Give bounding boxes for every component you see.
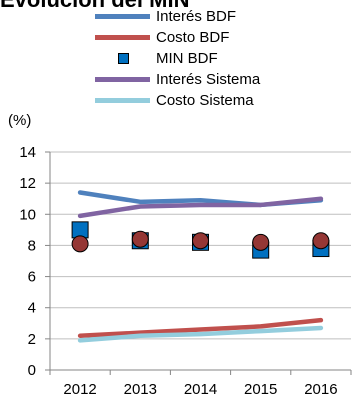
y-tick-label: 6 xyxy=(28,269,36,286)
y-tick-label: 2 xyxy=(28,331,36,348)
y-tick-label: 0 xyxy=(28,362,36,379)
legend-swatch-square xyxy=(118,53,129,64)
y-tick-label: 4 xyxy=(28,300,36,317)
data-point-circle xyxy=(131,230,149,248)
series-line-3 xyxy=(77,196,324,219)
series-line-1 xyxy=(77,317,324,338)
y-axis-unit-label: (%) xyxy=(8,112,32,129)
legend-swatch-line xyxy=(95,77,150,82)
x-tick-label: 2013 xyxy=(124,381,157,398)
x-tick-label: 2012 xyxy=(63,381,96,398)
legend-swatch-line xyxy=(95,35,150,40)
data-point-circle xyxy=(192,232,209,250)
data-point-circle xyxy=(252,233,270,251)
y-tick-label: 8 xyxy=(28,237,36,254)
x-tick-label: 2014 xyxy=(184,381,217,398)
data-point-circle xyxy=(312,232,330,250)
legend-label: MIN BDF xyxy=(156,50,218,67)
series-line-4 xyxy=(77,325,324,343)
legend-swatch-line xyxy=(95,98,150,103)
y-tick-label: 14 xyxy=(19,144,36,161)
legend-label: Interés Sistema xyxy=(156,71,261,88)
legend-swatch-line xyxy=(95,14,150,19)
y-tick-label: 12 xyxy=(19,175,36,192)
legend-label: Costo BDF xyxy=(156,29,230,46)
legend-label: Costo Sistema xyxy=(156,92,254,109)
data-point-circle xyxy=(71,235,89,253)
legend-label: Interés BDF xyxy=(156,8,237,25)
chart-title: Evolución del MIN xyxy=(0,0,189,13)
x-tick-label: 2016 xyxy=(304,381,337,398)
y-tick-label: 10 xyxy=(19,206,36,223)
x-tick-label: 2015 xyxy=(244,381,277,398)
